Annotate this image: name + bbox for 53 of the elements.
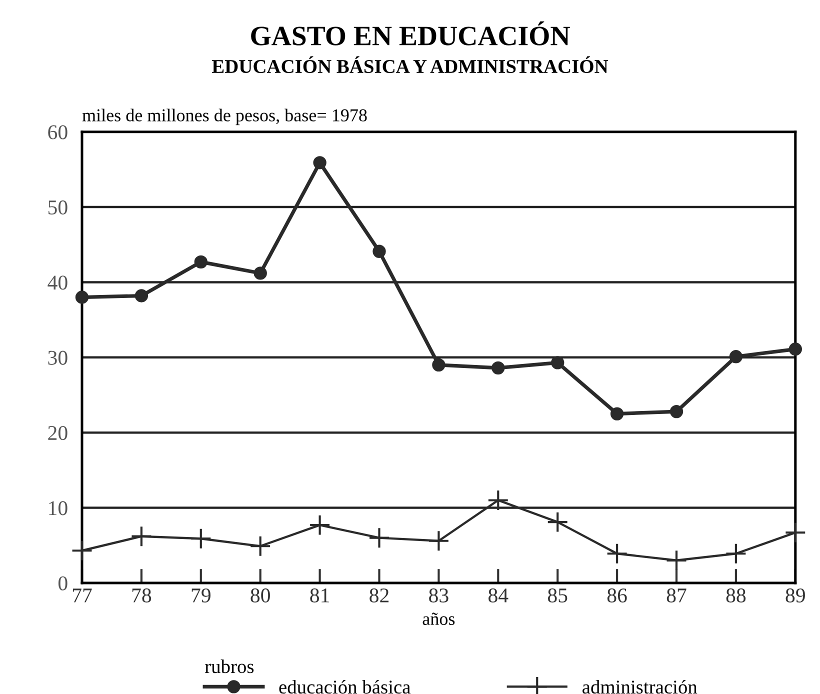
x-tick-label: 86 <box>607 588 627 602</box>
x-tick-label: 78 <box>132 588 152 602</box>
point <box>309 514 331 536</box>
point <box>492 361 505 375</box>
y-tick-label: 20 <box>48 426 68 440</box>
x-tick-label: 82 <box>370 588 389 602</box>
y-tick-label: 0 <box>58 576 68 590</box>
point <box>487 489 509 512</box>
legend-title: rubros <box>204 659 254 674</box>
point <box>666 550 688 572</box>
y-tick-label: 40 <box>48 276 68 290</box>
point <box>606 542 628 564</box>
y-tick-label: 10 <box>49 501 68 516</box>
point <box>75 290 89 304</box>
point <box>313 156 326 170</box>
point <box>784 522 806 544</box>
point <box>551 356 564 370</box>
x-tick-label: 79 <box>192 588 210 602</box>
x-tick-label: 89 <box>786 588 805 602</box>
point <box>194 255 208 269</box>
point <box>788 342 802 356</box>
chart-title: GASTO EN EDUCACIÓN <box>251 21 570 46</box>
point <box>729 350 743 364</box>
point <box>428 530 450 552</box>
point <box>250 535 272 557</box>
point <box>134 289 148 302</box>
point <box>190 528 212 550</box>
y-tick-label: 50 <box>48 200 68 214</box>
x-tick-label: 88 <box>726 588 746 602</box>
point <box>254 266 267 280</box>
x-tick-label: 84 <box>488 588 508 602</box>
point <box>372 244 386 258</box>
point <box>610 407 624 420</box>
point <box>670 404 684 418</box>
x-tick-label: 85 <box>548 588 568 602</box>
point <box>130 526 152 548</box>
point <box>71 540 93 562</box>
point <box>546 511 568 533</box>
chart-subtitle: EDUCACIÓN BÁSICA Y ADMINISTRACIÓN <box>212 56 608 74</box>
x-tick-label: 83 <box>429 588 448 602</box>
x-axis-title: años <box>422 612 455 625</box>
x-tick-label: 80 <box>250 588 270 602</box>
point <box>432 358 446 372</box>
legend-label: educación básica <box>279 680 410 694</box>
y-tick-label: 30 <box>48 350 68 365</box>
x-tick-label: 81 <box>310 588 329 602</box>
x-tick-label: 87 <box>666 588 686 602</box>
legend-label: administración <box>582 680 698 694</box>
y-tick-label: 60 <box>48 125 68 140</box>
x-tick-label: 77 <box>72 588 92 602</box>
point <box>725 542 747 564</box>
point <box>368 527 390 549</box>
y-axis-title: miles de millones de pesos, base= 1978 <box>82 108 367 126</box>
